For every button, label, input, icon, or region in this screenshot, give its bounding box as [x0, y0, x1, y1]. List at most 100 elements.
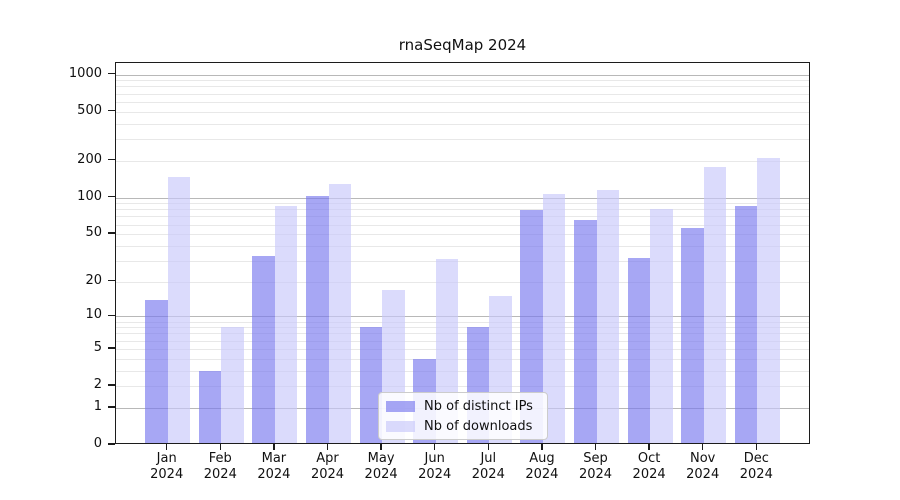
y-tick-label: 20 — [85, 272, 102, 288]
gridline-minor — [116, 123, 809, 125]
nb-of-distinct-ips-bar-feb — [198, 370, 222, 443]
x-tick-mark — [273, 444, 275, 450]
x-tick-label: May 2024 — [349, 451, 413, 483]
x-tick-year: 2024 — [525, 467, 559, 482]
x-tick-mark — [487, 444, 489, 450]
nb-of-downloads-bar-feb — [221, 327, 244, 443]
x-tick-mark — [648, 444, 650, 450]
nb-of-distinct-ips-bar-apr — [306, 196, 329, 443]
legend: Nb of distinct IPs Nb of downloads — [378, 392, 548, 440]
nb-of-downloads-bar-jan — [167, 176, 191, 443]
x-tick-year: 2024 — [364, 467, 398, 482]
y-tick-mark — [108, 158, 115, 161]
gridline-minor — [116, 224, 809, 226]
x-tick-label: Jul 2024 — [456, 451, 520, 483]
gridline-minor — [116, 234, 809, 236]
x-tick-year: 2024 — [632, 467, 666, 482]
gridline-minor — [116, 209, 809, 211]
x-tick-label: Dec 2024 — [724, 451, 788, 483]
y-tick-label: 50 — [85, 225, 102, 241]
gridline-minor — [116, 111, 809, 113]
gridline-minor — [116, 93, 809, 95]
gridline-minor — [116, 370, 809, 372]
x-tick-month: Oct — [637, 451, 661, 466]
x-tick-mark — [434, 444, 436, 450]
x-tick-month: Aug — [529, 451, 555, 466]
nb-of-downloads-bar-mar — [274, 205, 298, 443]
y-tick-label: 10 — [85, 307, 102, 323]
y-tick-mark — [108, 406, 115, 408]
nb-of-downloads-bar-aug — [542, 193, 566, 443]
x-tick-mark — [702, 444, 704, 450]
x-tick-label: Mar 2024 — [242, 451, 306, 483]
x-tick-month: Feb — [208, 451, 232, 466]
nb-of-downloads-bar-dec — [757, 158, 780, 443]
x-tick-year: 2024 — [471, 467, 505, 482]
y-tick-mark — [108, 280, 115, 282]
y-tick-label: 100 — [77, 188, 102, 204]
gridline-minor — [116, 101, 809, 103]
y-tick-label: 1 — [93, 398, 102, 414]
x-tick-year: 2024 — [739, 467, 773, 482]
gridline-minor — [116, 281, 809, 283]
gridline-minor — [116, 348, 809, 350]
legend-swatch-downloads-icon — [386, 420, 415, 432]
x-tick-month: May — [367, 451, 395, 466]
y-tick-label: 500 — [77, 102, 102, 118]
nb-of-downloads-bar-oct — [650, 208, 673, 443]
y-tick-mark — [108, 72, 115, 75]
legend-item-downloads: Nb of downloads — [386, 418, 540, 434]
gridline-major — [116, 316, 809, 318]
x-tick-mark — [594, 444, 597, 450]
x-tick-label: Aug 2024 — [510, 451, 574, 483]
x-tick-label: Jan 2024 — [135, 451, 199, 483]
legend-item-distinct-ips: Nb of distinct IPs — [386, 398, 540, 414]
gridline-minor — [116, 86, 809, 88]
y-tick-mark — [108, 347, 115, 349]
x-tick-month: Nov — [690, 451, 716, 466]
legend-label-distinct-ips: Nb of distinct IPs — [424, 398, 533, 414]
x-tick-label: Feb 2024 — [188, 451, 252, 483]
x-tick-mark — [166, 444, 168, 450]
x-tick-label: Oct 2024 — [617, 451, 681, 483]
y-tick-mark — [108, 195, 115, 198]
nb-of-distinct-ips-bar-jan — [145, 299, 168, 443]
x-tick-mark — [755, 444, 757, 450]
x-tick-month: Jan — [156, 451, 177, 466]
gridline-minor — [116, 327, 809, 329]
nb-of-distinct-ips-bar-oct — [627, 257, 651, 443]
nb-of-distinct-ips-bar-sep — [574, 219, 597, 443]
gridline-minor — [116, 138, 809, 140]
x-tick-label: Apr 2024 — [296, 451, 360, 483]
x-tick-label: Sep 2024 — [564, 451, 628, 483]
gridline-minor — [116, 245, 809, 247]
gridline-minor — [116, 80, 809, 82]
y-tick-label: 5 — [93, 339, 102, 355]
y-tick-mark — [108, 443, 115, 445]
nb-of-distinct-ips-bar-dec — [734, 206, 758, 443]
x-tick-year: 2024 — [257, 467, 291, 482]
chart-title: rnaSeqMap 2024 — [398, 36, 527, 54]
gridline-minor — [116, 333, 809, 335]
x-tick-mark — [219, 444, 221, 450]
x-tick-mark — [541, 444, 543, 450]
nb-of-downloads-bar-sep — [596, 189, 619, 443]
x-tick-month: Mar — [261, 451, 287, 466]
y-tick-label: 0 — [93, 436, 102, 451]
x-tick-month: Dec — [743, 451, 769, 466]
x-tick-year: 2024 — [686, 467, 720, 482]
gridline-minor — [116, 321, 809, 323]
gridline-major — [116, 74, 809, 76]
gridline-minor — [116, 216, 809, 218]
legend-swatch-distinct-ips-icon — [386, 400, 415, 412]
y-tick-label: 200 — [77, 151, 102, 167]
nb-of-distinct-ips-bar-may — [359, 327, 383, 443]
gridline-major — [116, 197, 809, 199]
x-tick-label: Nov 2024 — [671, 451, 735, 483]
gridline-minor — [116, 203, 809, 205]
x-tick-month: Sep — [583, 451, 608, 466]
nb-of-downloads-bar-apr — [328, 184, 351, 443]
x-tick-year: 2024 — [578, 467, 613, 482]
y-tick-mark — [108, 314, 115, 317]
